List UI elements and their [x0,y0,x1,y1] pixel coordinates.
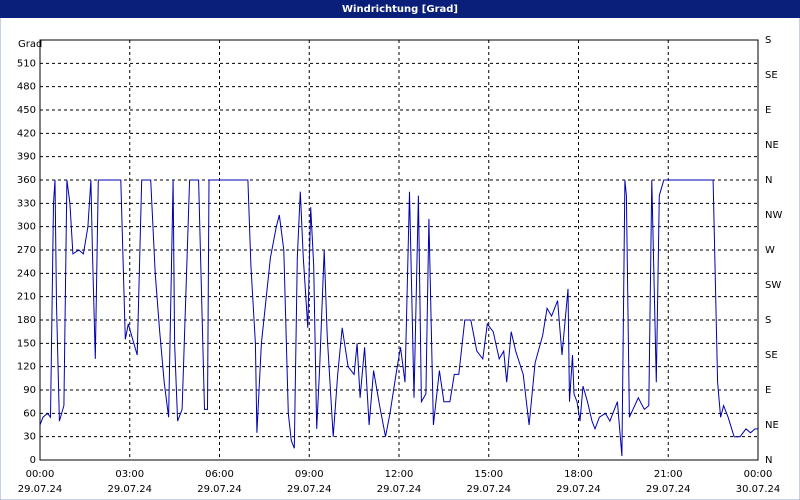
y2-tick-label: S [765,315,771,326]
y-tick-label: 210 [17,292,36,303]
y-tick-label: 450 [17,105,36,116]
y-tick-label: 240 [17,268,36,279]
x-tick-date: 29.07.24 [18,484,63,495]
y2-tick-label: NW [765,210,782,221]
y2-tick-label: E [765,385,771,396]
y-tick-label: 510 [17,58,36,69]
y2-tick-label: SW [765,280,781,291]
x-tick-date: 29.07.24 [556,484,601,495]
x-tick-date: 29.07.24 [197,484,242,495]
y-tick-label: 150 [17,338,36,349]
x-tick-date: 30.07.24 [736,484,781,495]
y-tick-label: 270 [17,245,36,256]
y-tick-label: 0 [30,455,36,466]
plot-area [39,39,759,461]
x-tick-date: 29.07.24 [646,484,691,495]
y2-tick-label: SE [765,350,778,361]
y2-tick-label: NE [765,420,779,431]
x-tick-label: 18:00 [564,469,593,480]
x-tick-label: 06:00 [205,469,234,480]
chart-title: Windrichtung [Grad] [342,4,458,15]
x-tick-date: 29.07.24 [466,484,511,495]
y-tick-label: 390 [17,152,36,163]
x-tick-label: 00:00 [26,469,55,480]
y2-tick-label: N [765,455,772,466]
x-tick-label: 09:00 [295,469,324,480]
y-tick-label: 330 [17,198,36,209]
y-tick-label: 90 [23,385,36,396]
x-tick-label: 21:00 [654,469,683,480]
y-tick-label: 120 [17,362,36,373]
y-tick-label: 480 [17,82,36,93]
x-tick-label: 12:00 [385,469,414,480]
y2-tick-label: W [765,245,775,256]
data-line [39,179,758,457]
y-tick-label: 30 [23,432,36,443]
x-tick-label: 03:00 [115,469,144,480]
y-tick-label: 300 [17,222,36,233]
y2-tick-label: SE [765,70,778,81]
y-axis-label: Grad [18,39,42,50]
y2-tick-label: S [765,35,771,46]
x-tick-date: 29.07.24 [107,484,152,495]
x-tick-label: 00:00 [744,469,773,480]
y2-tick-label: NE [765,140,779,151]
x-tick-date: 29.07.24 [287,484,332,495]
x-tick-date: 29.07.24 [377,484,422,495]
y2-tick-label: N [765,175,772,186]
y-tick-label: 360 [17,175,36,186]
y2-tick-label: E [765,105,771,116]
y-tick-label: 420 [17,128,36,139]
y-tick-label: 60 [23,408,36,419]
x-tick-label: 15:00 [474,469,503,480]
y-tick-label: 180 [17,315,36,326]
title-bar [0,0,800,18]
